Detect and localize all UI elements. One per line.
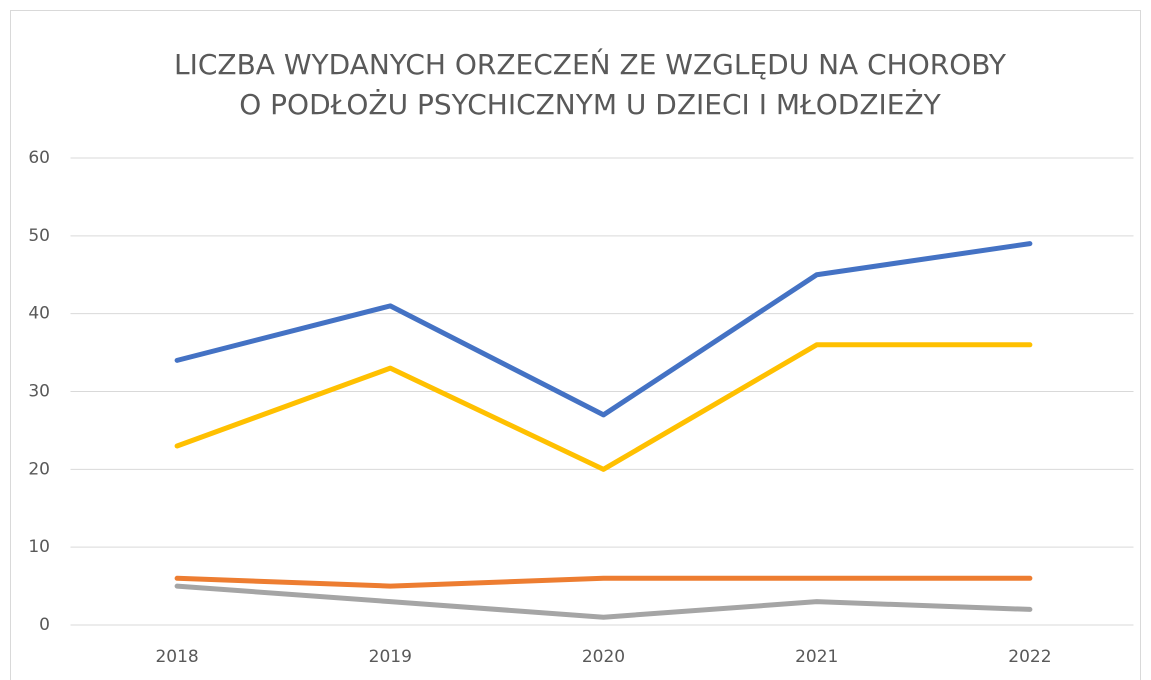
series-line bbox=[174, 342, 1033, 472]
y-tick-label: 60 bbox=[28, 148, 50, 168]
chart-title: LICZBA WYDANYCH ORZECZEŃ ZE WZGLĘDU NA C… bbox=[174, 47, 1007, 81]
y-tick-label: 40 bbox=[28, 304, 50, 324]
y-tick-label: 20 bbox=[28, 459, 50, 479]
x-tick-label: 2022 bbox=[1008, 647, 1051, 667]
x-tick-label: 2018 bbox=[155, 647, 198, 667]
x-tick-label: 2021 bbox=[795, 647, 838, 667]
y-tick-label: 10 bbox=[28, 537, 50, 557]
series-line bbox=[174, 575, 1033, 589]
chart-title: O PODŁOŻU PSYCHICZNYM U DZIECI I MŁODZIE… bbox=[239, 88, 941, 121]
series-line bbox=[174, 583, 1033, 620]
series-line bbox=[174, 241, 1033, 418]
x-tick-label: 2020 bbox=[582, 647, 625, 667]
y-tick-label: 50 bbox=[28, 226, 50, 246]
y-tick-label: 30 bbox=[28, 382, 50, 402]
x-tick-label: 2019 bbox=[369, 647, 412, 667]
y-tick-label: 0 bbox=[39, 615, 50, 635]
